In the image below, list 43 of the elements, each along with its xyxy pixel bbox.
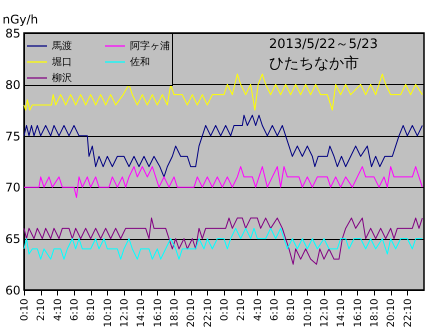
x-tick-label: 8:10	[86, 298, 98, 321]
x-tick-label: 0:10	[20, 298, 30, 321]
y-tick-label: 80	[5, 78, 20, 92]
text: ひたちなか市	[269, 54, 359, 72]
legend-label: 佐和	[130, 56, 150, 68]
y-tick-label: 70	[5, 180, 20, 195]
line-series	[24, 218, 423, 265]
line-series	[24, 166, 423, 198]
line-series	[24, 74, 423, 111]
x-tick-label: 12:10	[120, 298, 130, 328]
x-tick-label: 6:10	[270, 298, 280, 321]
legend-label: 堀口	[51, 56, 72, 68]
x-tick-label: 22:10	[202, 298, 214, 328]
legend-label: 柳沢	[52, 72, 72, 84]
x-tick-label: 4:10	[52, 298, 64, 321]
x-tick-label: 18:10	[170, 298, 180, 328]
y-axis-title: nGy/h	[2, 12, 38, 26]
legend-label: 阿字ヶ浦	[130, 40, 170, 52]
x-tick-label: 16:10	[352, 298, 364, 328]
legend-label: 馬渡	[51, 40, 72, 52]
x-tick-label: 12:10	[320, 298, 330, 328]
y-tick-label: 60	[5, 284, 20, 298]
chart-title: 2013/5/22～5/23	[269, 37, 378, 52]
y-tick-label: 65	[5, 232, 20, 246]
x-tick-label: 2:10	[236, 298, 248, 321]
line-series	[24, 228, 423, 260]
x-tick-label: 10:10	[302, 298, 314, 328]
x-tick-label: 4:10	[252, 298, 264, 321]
x-tick-label: 8:10	[286, 298, 298, 321]
line-series	[24, 114, 423, 178]
x-tick-label: 20:10	[186, 298, 198, 328]
x-tick-label: 2:10	[36, 298, 48, 321]
x-tick-label: 22:10	[402, 298, 414, 328]
x-tick-label: 20:10	[386, 298, 398, 328]
x-tick-label: 0:10	[220, 298, 230, 321]
y-tick-label: 85	[5, 26, 20, 40]
x-tick-label: 14:10	[136, 298, 148, 328]
x-tick-label: 16:10	[152, 298, 164, 328]
x-tick-label: 10:10	[102, 298, 114, 328]
y-tick-label: 75	[5, 129, 20, 144]
x-tick-label: 6:10	[70, 298, 80, 321]
x-tick-label: 18:10	[370, 298, 380, 328]
x-tick-label: 14:10	[336, 298, 348, 328]
